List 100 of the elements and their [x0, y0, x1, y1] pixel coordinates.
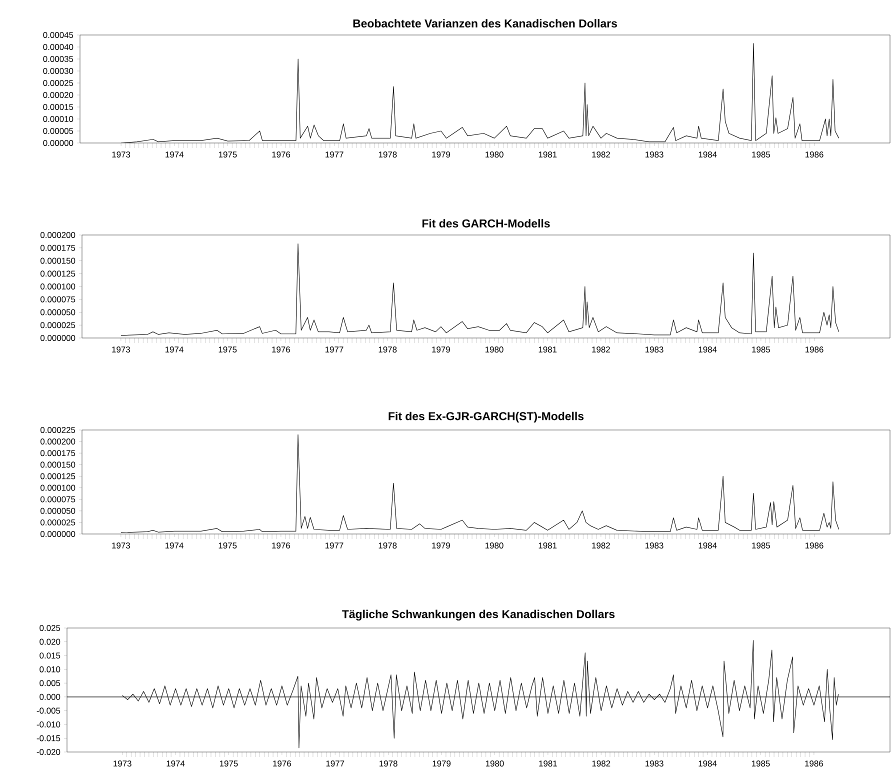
x-tick-label: 1981	[538, 152, 557, 158]
x-tick-label: 1976	[273, 760, 291, 767]
x-tick-label: 1975	[218, 542, 237, 549]
x-tick-label: 1981	[538, 542, 557, 549]
x-tick-label: 1977	[326, 760, 344, 767]
x-tick-label: 1974	[165, 346, 184, 353]
x-tick-label: 1978	[378, 152, 397, 158]
x-tick-label: 1984	[698, 542, 717, 549]
y-tick-label: 0.00005	[43, 128, 74, 134]
x-tick-label: 1986	[805, 542, 824, 549]
x-tick-label: 1980	[485, 542, 504, 549]
x-tick-label: 1985	[752, 760, 770, 767]
x-tick-label: 1977	[325, 346, 344, 353]
x-tick-label: 1974	[166, 760, 185, 767]
x-tick-label: 1973	[112, 346, 130, 353]
y-tick-label: 0.00040	[43, 44, 74, 50]
line-series	[120, 243, 840, 336]
y-tick-label: 0.000100	[40, 284, 76, 290]
x-tick-label: 1977	[325, 542, 344, 549]
x-tick-label: 1985	[752, 542, 770, 549]
y-tick-label: 0.000125	[40, 473, 76, 480]
x-tick-label: 1975	[218, 346, 237, 353]
y-tick-label: 0.00010	[43, 116, 74, 122]
x-tick-label: 1978	[378, 346, 397, 353]
x-tick-label: 1984	[698, 152, 717, 158]
x-tick-label: 1980	[486, 152, 504, 158]
y-tick-label: 0.000175	[40, 450, 76, 456]
x-tick-label: 1983	[645, 346, 664, 353]
x-tick-label: 1986	[806, 152, 824, 158]
x-tick-label: 1982	[592, 346, 610, 353]
chart-title: Tägliche Schwankungen des Kanadischen Dollars	[342, 610, 615, 620]
x-tick-label: 1979	[432, 542, 450, 549]
x-tick-label: 1974	[166, 152, 184, 158]
y-tick-label: 0.000150	[40, 462, 76, 468]
chart-title: Fit des Ex-GJR-GARCH(ST)-Modells	[388, 412, 584, 422]
x-tick-label: 1977	[326, 152, 344, 158]
x-tick-label: 1976	[272, 346, 290, 353]
x-tick-label: 1981	[538, 346, 557, 353]
y-tick-label: 0.000100	[40, 484, 76, 491]
y-tick-label: 0.000175	[40, 244, 76, 251]
y-tick-label: 0.000125	[40, 270, 76, 277]
y-tick-label: 0.000000	[40, 531, 76, 537]
x-tick-label: 1986	[805, 346, 824, 353]
x-tick-label: 1978	[380, 760, 398, 767]
y-tick-label: 0.000000	[40, 335, 76, 341]
y-tick-label: 0.00035	[43, 56, 74, 62]
y-tick-label: 0.000075	[40, 496, 76, 502]
x-tick-label: 1975	[218, 152, 237, 158]
x-tick-label: 1982	[592, 152, 610, 158]
x-tick-label: 1983	[645, 542, 664, 549]
y-tick-label: 0.025	[40, 625, 60, 631]
y-tick-label: 0.000150	[40, 258, 76, 264]
line-series	[122, 640, 839, 748]
x-tick-label: 1976	[272, 542, 290, 549]
x-tick-label: 1979	[432, 346, 450, 353]
x-tick-label: 1984	[698, 346, 717, 353]
y-tick-label: 0.00000	[43, 140, 74, 146]
y-tick-label: -0.010	[36, 721, 60, 728]
y-tick-label: 0.010	[40, 666, 60, 672]
x-tick-label: 1981	[539, 760, 557, 767]
y-tick-label: -0.020	[36, 749, 60, 755]
chart-title: Beobachtete Varianzen des Kanadischen Dollars	[353, 19, 617, 28]
x-tick-label: 1986	[805, 760, 823, 767]
y-tick-label: 0.00030	[43, 68, 74, 74]
x-tick-label: 1982	[592, 542, 610, 549]
y-tick-label: 0.00015	[43, 104, 74, 110]
chart-title: Fit des GARCH-Modells	[422, 219, 550, 228]
x-tick-label: 1982	[592, 760, 610, 767]
y-tick-label: 0.005	[40, 680, 60, 686]
x-tick-label: 1985	[752, 346, 770, 353]
y-tick-label: 0.00045	[43, 32, 74, 38]
y-tick-label: 0.000075	[40, 296, 76, 302]
y-tick-label: -0.005	[36, 708, 60, 714]
y-tick-label: 0.000225	[40, 427, 76, 433]
x-tick-label: 1979	[432, 760, 451, 767]
x-tick-label: 1973	[112, 542, 130, 549]
x-tick-label: 1983	[646, 760, 664, 767]
x-tick-label: 1973	[112, 152, 130, 158]
y-tick-label: 0.00025	[43, 80, 74, 86]
x-tick-label: 1983	[646, 152, 664, 158]
x-tick-label: 1985	[752, 152, 770, 158]
y-tick-label: 0.00020	[43, 92, 74, 98]
x-tick-label: 1975	[220, 760, 238, 767]
x-tick-label: 1978	[378, 542, 397, 549]
x-tick-label: 1984	[698, 760, 717, 767]
y-tick-label: 0.000050	[40, 508, 76, 514]
y-tick-label: 0.000200	[40, 438, 76, 445]
x-tick-label: 1979	[432, 152, 450, 158]
y-tick-label: -0.015	[36, 735, 60, 742]
y-tick-label: 0.020	[40, 638, 60, 645]
y-tick-label: 0.000	[40, 694, 60, 700]
y-tick-label: 0.000050	[40, 309, 76, 316]
y-tick-label: 0.000200	[40, 232, 76, 238]
x-tick-label: 1973	[114, 760, 132, 767]
line-series	[120, 434, 840, 533]
x-tick-label: 1980	[485, 346, 504, 353]
x-tick-label: 1980	[486, 760, 504, 767]
y-tick-label: 0.000025	[40, 322, 76, 328]
x-tick-label: 1976	[272, 152, 290, 158]
y-tick-label: 0.015	[40, 652, 60, 659]
